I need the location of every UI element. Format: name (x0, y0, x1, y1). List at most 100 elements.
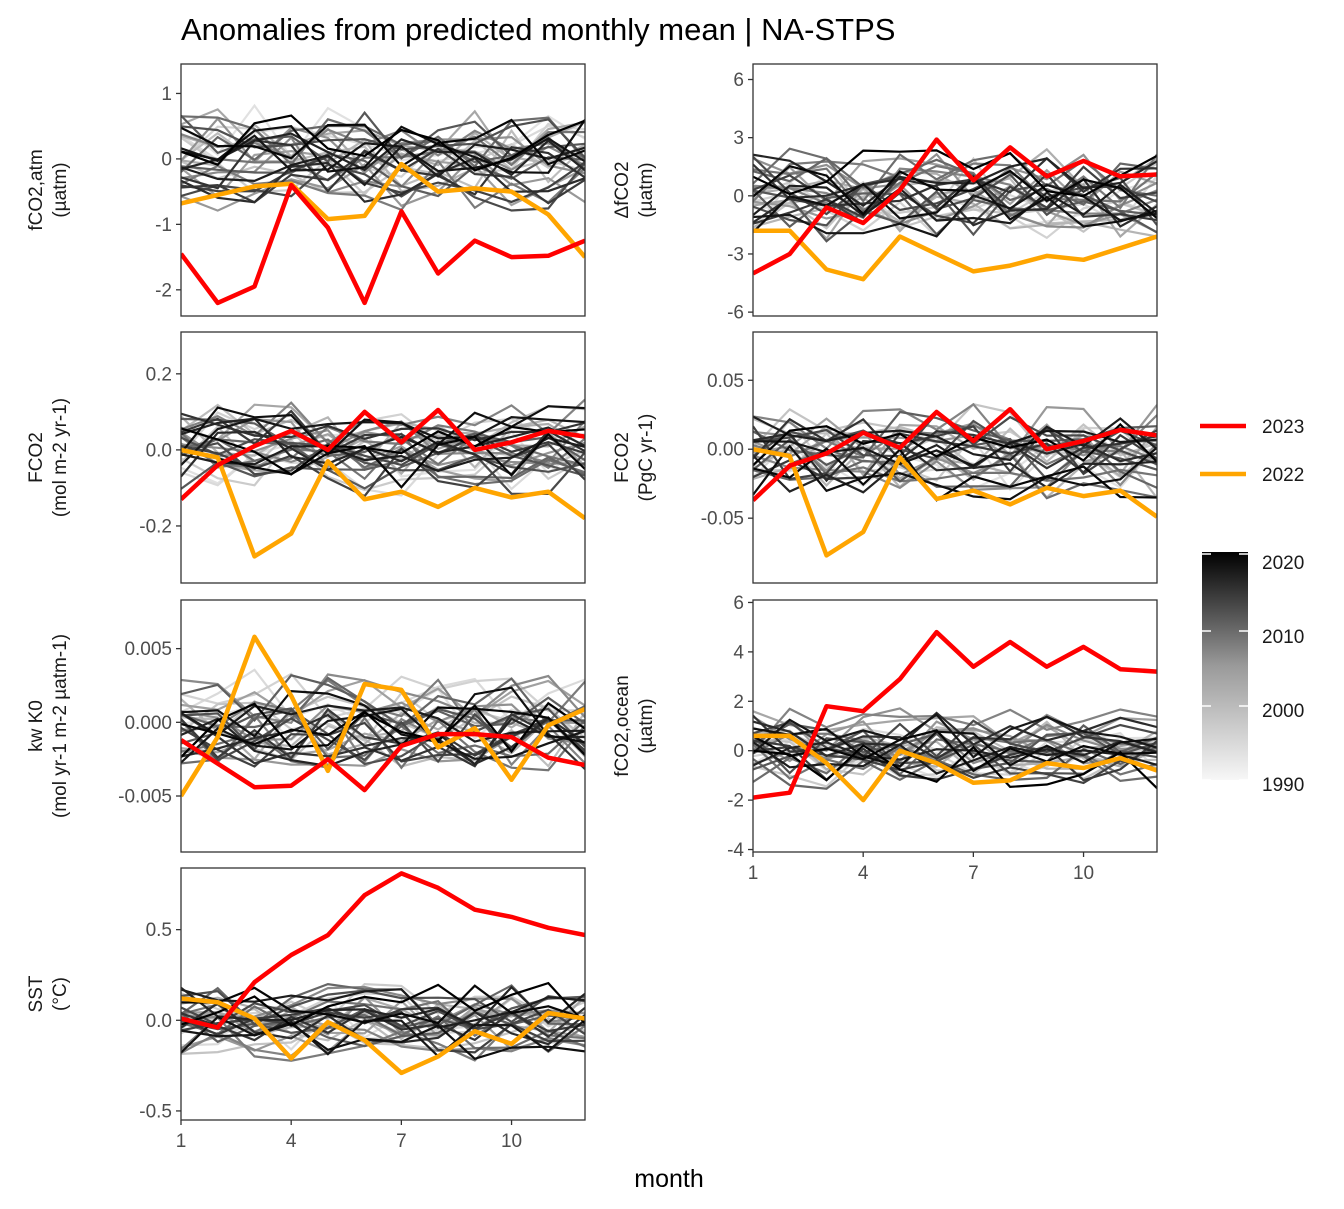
panel-kwk0: 0.005 0.000 -0.005 kw K0 (mol yr-1 m-2 µatm-… (26, 599, 586, 853)
background-year-line (753, 729, 1157, 773)
y-tick-label: -3 (727, 244, 744, 265)
series-lines-sst (181, 871, 585, 1076)
y-axis-label-fco2flux_total: FCO2 (PgC yr-1) (612, 414, 657, 502)
panel-fco2flux_area: 0.2 0.0 -0.2 FCO2 (mol m-2 yr-1) (26, 331, 586, 584)
background-year-line (181, 1018, 585, 1058)
series-line-2022-kwk0 (181, 634, 585, 798)
series-line-2023-fco2ocean (753, 629, 1157, 800)
y-tick-label: 0.05 (707, 371, 744, 392)
background-year-line (753, 443, 1157, 494)
panel-fco2flux_total: 0.05 0.00 -0.05 FCO2 (PgC yr-1) (612, 331, 1158, 584)
background-year-line (181, 701, 585, 758)
background-year-line (181, 436, 585, 490)
legend-label-2022: 2022 (1262, 465, 1304, 486)
series-lines-kwk0 (181, 634, 585, 798)
series-lines-fco2atm (181, 103, 585, 306)
background-year-line (181, 708, 585, 760)
background-year-line (181, 704, 585, 743)
series-lines-fco2ocean (753, 629, 1157, 803)
background-year-line (753, 172, 1157, 225)
background-year-line (753, 713, 1157, 759)
background-year-line (753, 417, 1157, 468)
x-tick-label: 4 (858, 863, 869, 884)
series-line-2022-fco2atm (181, 161, 585, 259)
background-year-line (181, 157, 585, 204)
y-axis-label-sst: SST (°C) (26, 975, 71, 1012)
background-year-line (181, 712, 585, 770)
y-tick-label: -0.2 (139, 516, 172, 537)
background-year-line (753, 727, 1157, 768)
panel-border-kwk0 (180, 599, 586, 853)
background-year-line (181, 432, 585, 489)
gradient-tick-1990: 1990 (1262, 775, 1304, 796)
y-tick-label: 0.0 (146, 440, 172, 461)
series-line-2023-fco2flux_area (181, 407, 585, 501)
background-year-line (181, 132, 585, 177)
y-tick-label: 0 (733, 186, 744, 207)
y-tick-label: 6 (733, 70, 744, 91)
background-year-line (753, 437, 1157, 483)
panel-border-fco2atm (180, 63, 586, 317)
y-tick-label: 3 (733, 128, 744, 149)
x-tick-label: 7 (396, 1131, 407, 1152)
background-year-line (181, 988, 585, 1029)
background-year-line (753, 432, 1157, 481)
background-year-line (181, 118, 585, 168)
background-year-line (181, 152, 585, 198)
gradient-tick-2020: 2020 (1262, 553, 1304, 574)
x-tick-label: 7 (968, 863, 979, 884)
gradient-tick-2010: 2010 (1262, 627, 1304, 648)
background-year-line (753, 183, 1157, 238)
x-tick-label: 10 (1073, 863, 1094, 884)
panel-sst: 0.5 0.0 -0.51 4 7 10 SST (°C) (26, 867, 586, 1152)
y-axis-label-fco2atm: fCO2,atm (µatm) (26, 149, 71, 230)
y-tick-label: -0.005 (118, 787, 172, 808)
x-tick-label: 10 (501, 1131, 522, 1152)
x-axis-label: month (634, 1165, 703, 1193)
legend: 2023 2022 2020 2010 2000 1990 (1200, 417, 1304, 796)
background-year-line (181, 415, 585, 466)
y-tick-label: 0 (733, 741, 744, 762)
panel-border-fco2flux_total (752, 331, 1158, 584)
background-year-line (753, 432, 1157, 483)
y-tick-label: 0.000 (124, 713, 172, 734)
background-year-line (753, 445, 1157, 499)
y-tick-label: 4 (733, 642, 744, 663)
year-gradient-ticks (1202, 553, 1248, 781)
series-line-2023-sst (181, 871, 585, 1030)
series-line-2023-kwk0 (181, 731, 585, 793)
background-year-line (753, 153, 1157, 208)
panel-fco2ocean: 6 4 2 0 -2 -41 4 7 10 fCO2,ocean (µatm) (612, 593, 1158, 884)
background-year-line (181, 717, 585, 768)
series-lines-fco2flux_area (181, 398, 585, 559)
series-line-2022-fco2ocean (753, 733, 1157, 803)
series-line-2022-fco2flux_area (181, 447, 585, 559)
series-line-2022-fco2flux_total (753, 446, 1157, 558)
series-line-2022-sst (181, 996, 585, 1076)
background-year-line (753, 183, 1157, 225)
gradient-tick-2000: 2000 (1262, 701, 1304, 722)
background-year-line (181, 130, 585, 182)
y-axis-label-dfco2: ΔfCO2 (µatm) (612, 161, 657, 218)
y-tick-label: 0.2 (146, 364, 172, 385)
background-year-line (181, 1005, 585, 1050)
background-year-line (753, 433, 1157, 483)
y-tick-label: 0 (161, 149, 172, 170)
series-line-2023-fco2flux_total (753, 406, 1157, 502)
y-axis-label-fco2flux_area: FCO2 (mol m-2 yr-1) (26, 398, 71, 517)
background-year-line (181, 412, 585, 442)
y-tick-label: -0.5 (139, 1101, 172, 1122)
series-lines-fco2flux_total (753, 402, 1157, 558)
y-tick-label: -0.05 (701, 509, 744, 530)
background-year-line (181, 114, 585, 172)
background-year-line (181, 706, 585, 756)
panel-border-sst (180, 867, 586, 1121)
background-year-line (181, 678, 585, 718)
background-year-line (181, 686, 585, 744)
y-axis-label-fco2ocean: fCO2,ocean (µatm) (612, 675, 657, 776)
y-tick-label: -2 (155, 280, 172, 301)
panel-border-fco2flux_area (180, 331, 586, 584)
y-axis-label-kwk0: kw K0 (mol yr-1 m-2 µatm-1) (26, 634, 71, 818)
y-tick-label: 0.00 (707, 440, 744, 461)
